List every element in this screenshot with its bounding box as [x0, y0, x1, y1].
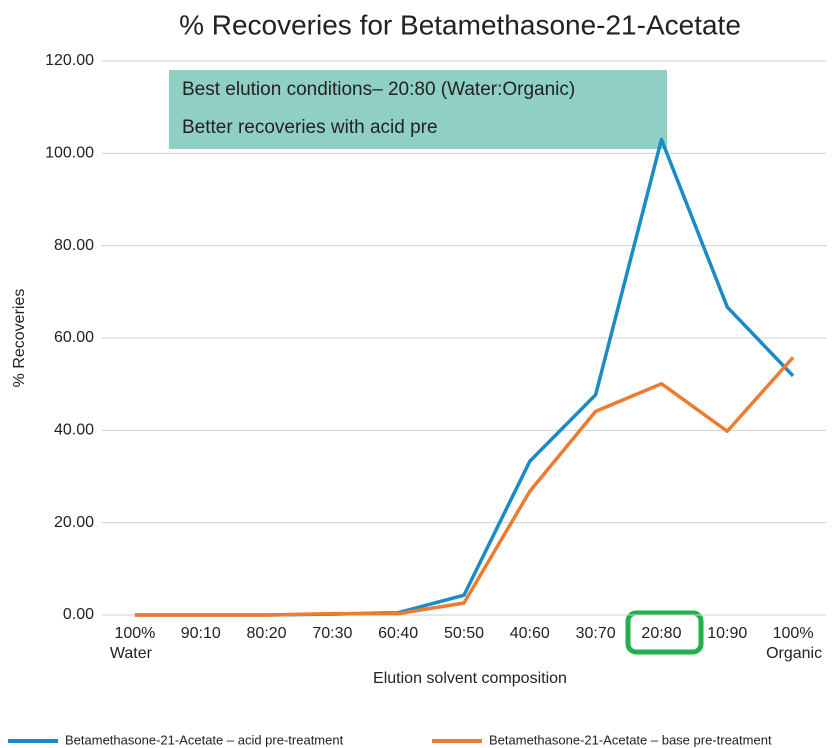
y-tick-label: 40.00: [54, 422, 94, 439]
x-tick-label: 50:50: [444, 625, 484, 642]
x-axis-title: Elution solvent composition: [373, 670, 567, 687]
y-tick-label: 20.00: [54, 514, 94, 531]
annotation: Better recoveries with acid pre: [182, 117, 438, 138]
y-tick-label: 100.00: [45, 145, 94, 162]
y-tick-label: 80.00: [54, 237, 94, 254]
x-tick-label: 80:20: [247, 625, 287, 642]
y-tick-label: 60.00: [54, 329, 94, 346]
y-tick-label: 0.00: [63, 606, 94, 623]
highlight-box: [625, 610, 704, 655]
annotation: Best elution conditions– 20:80 (Water:Or…: [182, 79, 575, 100]
chart-title: % Recoveries for Betamethasone-21-Acetat…: [179, 9, 741, 40]
x-tick-label: 10:90: [707, 625, 747, 642]
y-axis-title: % Recoveries: [11, 289, 28, 388]
x-tick-label: 20:80: [641, 625, 681, 642]
x-tick-label: 60:40: [378, 625, 418, 642]
data-line: [134, 356, 795, 617]
legend-label: Betamethasone-21-Acetate – base pre-trea…: [489, 732, 772, 747]
x-tick-label: 100% Organic: [766, 625, 822, 662]
x-tick-label: 100% Water: [110, 625, 156, 662]
x-tick-label: 70:30: [312, 625, 352, 642]
x-tick-label: 90:10: [181, 625, 221, 642]
legend-label: Betamethasone-21-Acetate – acid pre-trea…: [65, 732, 344, 747]
y-tick-label: 120.00: [45, 52, 94, 69]
annotation-box: [169, 70, 667, 149]
x-tick-label: 40:60: [510, 625, 550, 642]
data-line: [134, 137, 795, 617]
x-tick-label: 30:70: [576, 625, 616, 642]
